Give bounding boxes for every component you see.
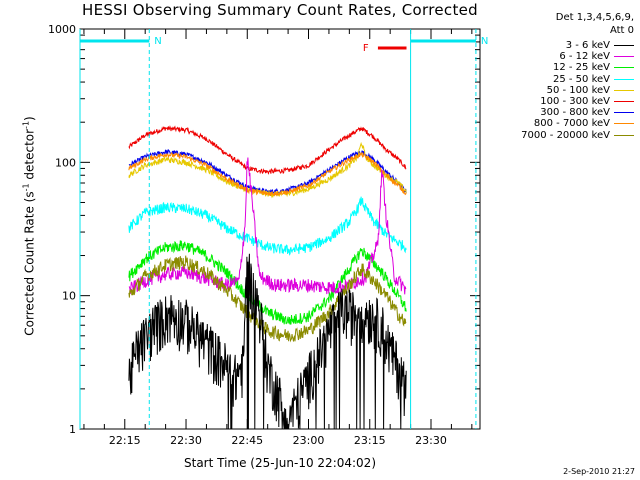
flare-label-2: F [363, 43, 369, 54]
series-line-2 [128, 240, 407, 325]
series-line-3 [128, 196, 407, 256]
plot-frame [79, 28, 481, 430]
legend-swatch [614, 123, 634, 125]
legend-entry: 50 - 100 keV [488, 85, 636, 96]
legend-swatch [614, 112, 634, 114]
series-line-5 [128, 125, 407, 175]
legend-swatch [614, 67, 634, 69]
legend-entry: 100 - 300 keV [488, 96, 636, 107]
legend-entry: 800 - 7000 keV [488, 118, 636, 129]
night-label-1: N [481, 36, 488, 47]
x-tick-label: 23:00 [293, 434, 325, 447]
legend-label: 300 - 800 keV [540, 107, 610, 119]
legend-label: 800 - 7000 keV [533, 118, 610, 130]
legend-swatch [614, 100, 634, 102]
y-tick-label: 1000 [48, 23, 76, 36]
legend-entry: 300 - 800 keV [488, 107, 636, 118]
chart-title: HESSI Observing Summary Count Rates, Cor… [82, 1, 478, 19]
legend-swatch [614, 45, 634, 46]
legend-label: 100 - 300 keV [540, 95, 610, 107]
legend-label: 50 - 100 keV [546, 84, 610, 96]
x-tick-label: 22:15 [109, 434, 141, 447]
y-tick-label: 100 [55, 156, 76, 169]
series-line-0 [128, 253, 407, 429]
x-tick-label: 23:30 [415, 434, 447, 447]
legend: 3 - 6 keV 6 - 12 keV 12 - 25 keV 25 - 50 ke… [488, 40, 636, 141]
legend-entry: 3 - 6 keV [488, 40, 636, 51]
series-line-4 [128, 141, 407, 199]
y-tick-label: 1 [69, 423, 76, 436]
y-tick-label: 10 [62, 290, 76, 303]
x-tick-label: 23:15 [354, 434, 386, 447]
legend-label: 6 - 12 keV [559, 51, 610, 63]
legend-label: 25 - 50 keV [552, 73, 610, 85]
generation-timestamp: 2-Sep-2010 21:27 [563, 467, 635, 476]
series-line-8 [128, 255, 407, 343]
x-axis-label: Start Time (25-Jun-10 22:04:02) [184, 456, 376, 470]
legend-entry: 12 - 25 keV [488, 62, 636, 73]
series-line-7 [128, 152, 407, 197]
night-label-0: N [154, 36, 161, 47]
series-line-1 [128, 157, 407, 295]
legend-label: 12 - 25 keV [552, 62, 610, 74]
legend-label: 7000 - 20000 keV [521, 129, 610, 141]
legend-label: 3 - 6 keV [565, 40, 610, 51]
detector-list: Det 1,3,4,5,6,9, [555, 12, 634, 23]
attenuator-state: Att 0 [609, 25, 634, 36]
legend-entry: 7000 - 20000 keV [488, 130, 636, 141]
legend-swatch [614, 56, 634, 58]
legend-entry: 6 - 12 keV [488, 51, 636, 62]
legend-swatch [614, 134, 634, 136]
x-tick-label: 22:45 [231, 434, 263, 447]
legend-entry: 25 - 50 keV [488, 74, 636, 85]
legend-swatch [614, 89, 634, 91]
legend-swatch [614, 78, 634, 80]
x-tick-label: 22:30 [170, 434, 202, 447]
